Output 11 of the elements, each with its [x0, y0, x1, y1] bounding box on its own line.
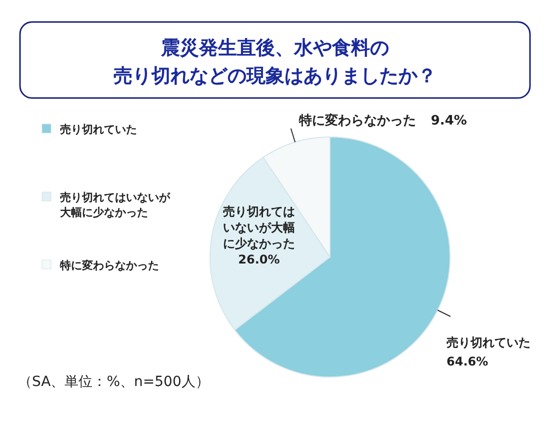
slice-label: 特に変わらなかった [298, 112, 416, 128]
legend-label: 特に変わらなかった [59, 259, 159, 272]
legend-label: 売り切れてはいないが大幅に少なかった [60, 191, 171, 219]
slice-label: 売り切れていた [446, 336, 531, 350]
chart-title: 震災発生直後、水や食料の売り切れなどの現象はありましたか？ [114, 37, 436, 87]
data-label: 64.6% [446, 354, 488, 369]
data-label: 26.0% [238, 252, 280, 266]
slice-label: 売り切れてはいないが大幅に少なかった [222, 204, 295, 250]
legend-label: 売り切れていた [60, 123, 137, 136]
data-label: 9.4% [430, 113, 467, 128]
text: （SA、単位：%、n=500人） [18, 374, 210, 390]
